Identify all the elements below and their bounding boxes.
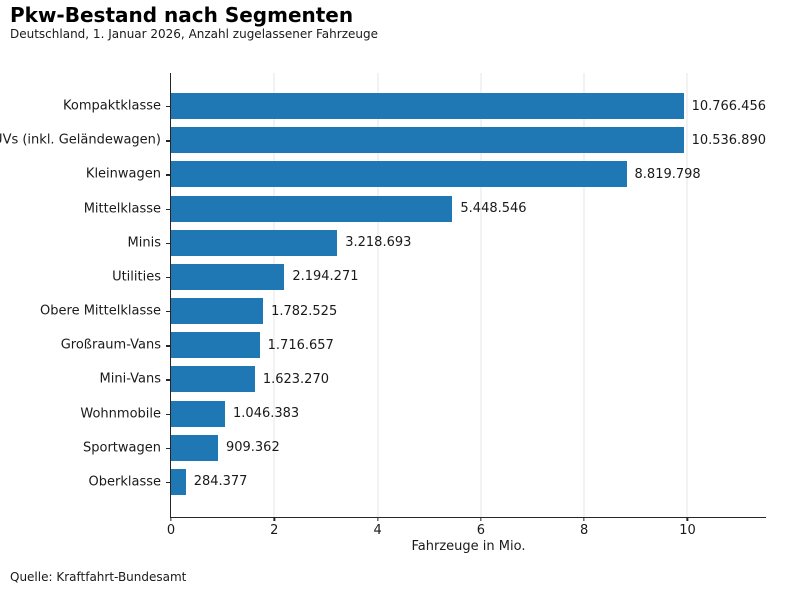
grid-layer — [171, 73, 766, 517]
y-tick-mark — [166, 208, 170, 210]
y-tick-mark — [166, 242, 170, 245]
bar-value-label: 8.819.798 — [634, 166, 701, 182]
bar-row: Mittelklasse 5.448.546 — [84, 192, 766, 226]
bar-value-label: 2.194.271 — [292, 269, 359, 285]
bar-row: Kompaktklasse 10.766.456 — [63, 89, 766, 123]
bar-row: Obere Mittelklasse 1.782.525 — [40, 294, 766, 328]
x-tick-mark — [273, 517, 275, 521]
category-label: Mittelklasse — [83, 201, 161, 217]
x-tick-label: 8 — [580, 523, 589, 538]
bar — [171, 400, 226, 427]
x-axis-label: Fahrzeuge in Mio. — [411, 539, 526, 554]
category-label: Kleinwagen — [85, 166, 161, 182]
chart-title: Pkw-Bestand nach Segmenten — [10, 3, 354, 27]
category-label: SUVs (inkl. Geländewagen) — [0, 132, 161, 148]
x-tick-label: 6 — [476, 523, 486, 538]
x-tick-mark — [376, 517, 379, 521]
grid-line — [686, 73, 688, 517]
grid-line — [480, 73, 482, 517]
bar-value-label: 3.218.693 — [345, 235, 412, 251]
category-label: Minis — [127, 235, 161, 251]
bar — [171, 229, 338, 256]
bar-row: Oberklasse 284.377 — [89, 465, 766, 499]
bar-value-label: 909.362 — [225, 440, 280, 456]
category-label: Wohnmobile — [80, 406, 161, 422]
x-tick-mark — [170, 517, 172, 521]
y-tick-mark — [166, 413, 170, 415]
bar-row: Utilities 2.194.271 — [112, 260, 766, 294]
bar — [171, 127, 684, 154]
plot-area: Kompaktklasse 10.766.456 SUVs (inkl. Gelän… — [0, 73, 766, 554]
bar-value-label: 10.766.456 — [691, 98, 766, 114]
bar-value-label: 1.623.270 — [262, 371, 329, 387]
source-note: Quelle: Kraftfahrt-Bundesamt — [10, 570, 187, 584]
category-label: Oberklasse — [88, 474, 161, 490]
bar-row: Wohnmobile 1.046.383 — [80, 397, 766, 431]
bar — [171, 298, 264, 325]
bar — [171, 161, 627, 188]
grid-line — [377, 73, 379, 517]
category-label: Mini-Vans — [99, 371, 161, 387]
bar — [171, 366, 255, 393]
bar-row: Sportwagen 909.362 — [83, 431, 766, 465]
y-tick-mark — [166, 379, 170, 381]
bar — [171, 468, 186, 495]
category-label: Utilities — [112, 269, 161, 285]
bar — [171, 332, 260, 359]
bar — [171, 434, 218, 461]
x-tick-mark — [686, 517, 689, 521]
bar-row: SUVs (inkl. Geländewagen) 10.536.890 — [0, 123, 766, 157]
x-tick-mark — [480, 517, 482, 521]
bar-value-label: 284.377 — [193, 474, 248, 490]
bar-row: Großraum-Vans 1.716.657 — [61, 328, 766, 362]
bar — [171, 195, 453, 222]
chart-subtitle: Deutschland, 1. Januar 2026, Anzahl zuge… — [10, 27, 378, 41]
bar-value-label: 1.716.657 — [267, 337, 334, 353]
bar-row: Kleinwagen 8.819.798 — [86, 157, 766, 191]
grid-line — [583, 73, 585, 517]
bar — [171, 93, 684, 120]
bar-value-label: 5.448.546 — [460, 201, 527, 217]
bar-value-label: 1.046.383 — [233, 406, 300, 422]
category-label: Obere Mittelklasse — [40, 303, 161, 319]
x-tick-label: 0 — [166, 523, 176, 538]
y-tick-mark — [166, 481, 170, 484]
bars-layer: Kompaktklasse 10.766.456 SUVs (inkl. Gelän… — [0, 73, 766, 517]
x-tick-label: 2 — [270, 523, 279, 538]
y-tick-mark — [166, 345, 170, 347]
bar — [171, 263, 285, 290]
y-tick-mark — [166, 311, 170, 313]
category-label: Sportwagen — [83, 440, 161, 456]
x-tick-label: 10 — [679, 523, 696, 538]
bar-value-label: 10.536.890 — [691, 132, 766, 148]
bar-value-label: 1.782.525 — [271, 303, 338, 319]
bar-row: Mini-Vans 1.623.270 — [100, 362, 766, 396]
y-tick-mark — [166, 140, 170, 142]
category-label: Kompaktklasse — [63, 98, 161, 114]
y-tick-mark — [166, 276, 170, 279]
bar-row: Minis 3.218.693 — [128, 226, 766, 260]
x-tick-mark — [583, 517, 585, 521]
grid-line — [273, 73, 275, 517]
y-tick-mark — [166, 106, 170, 108]
y-tick-mark — [166, 174, 170, 176]
category-label: Großraum-Vans — [60, 337, 161, 353]
x-tick-label: 4 — [373, 523, 382, 538]
y-tick-mark — [166, 447, 170, 450]
